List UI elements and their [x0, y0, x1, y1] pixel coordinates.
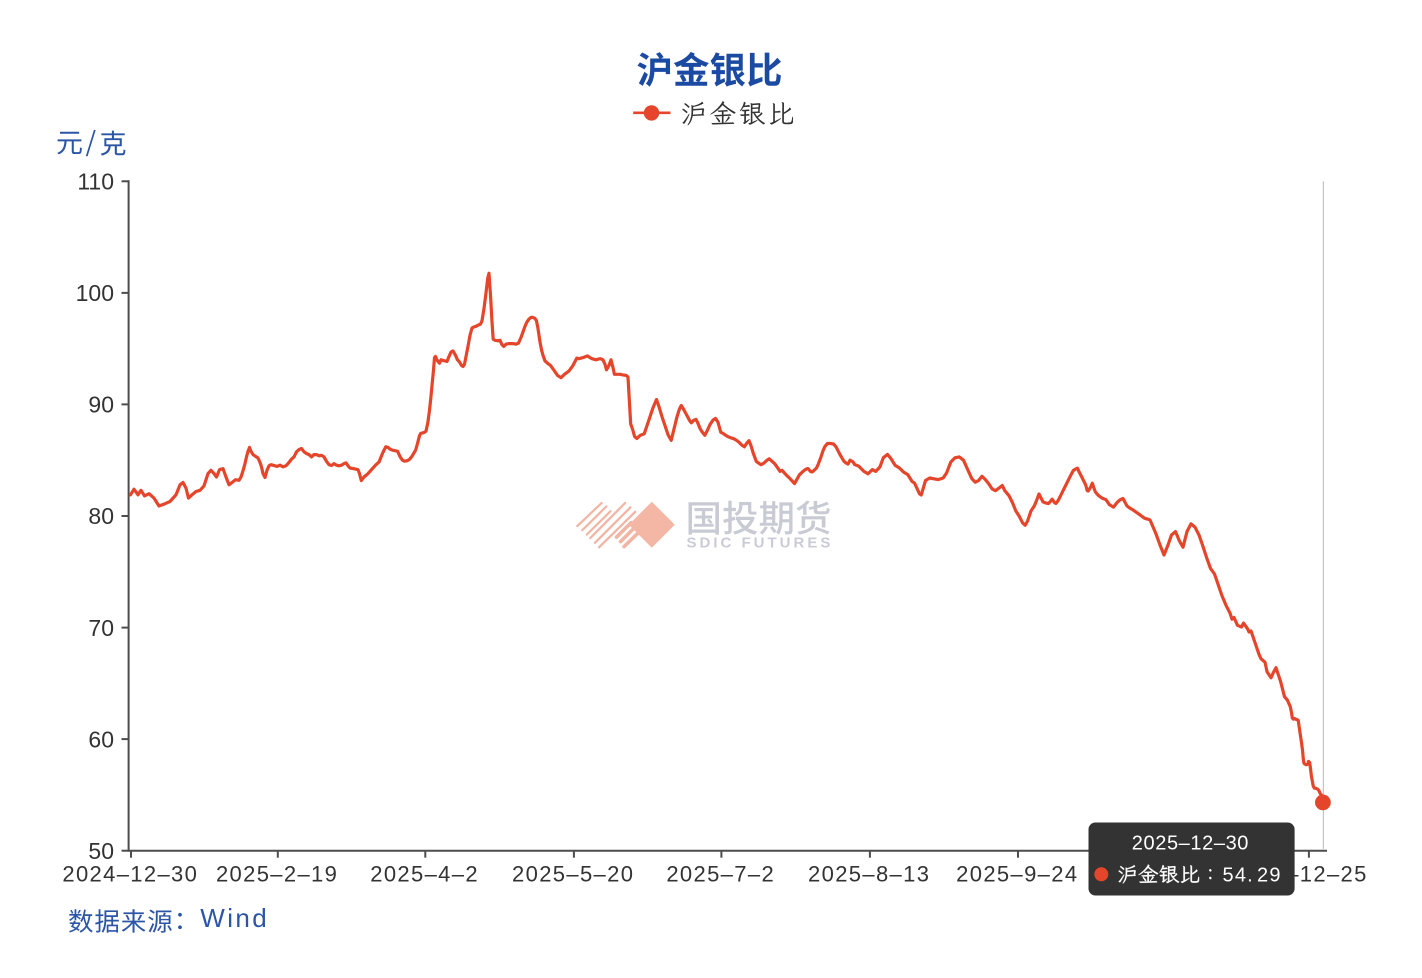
svg-text:54.: 54. [1223, 864, 1254, 886]
svg-text:2024–12–30: 2024–12–30 [62, 862, 198, 887]
svg-text:2025–2–19: 2025–2–19 [216, 862, 338, 887]
svg-text:Wind: Wind [200, 903, 269, 933]
svg-text:90: 90 [88, 392, 114, 418]
svg-text:70: 70 [88, 615, 114, 641]
svg-text:2025–8–13: 2025–8–13 [808, 862, 930, 887]
svg-text:110: 110 [77, 169, 114, 195]
svg-text:SDIC FUTURES: SDIC FUTURES [687, 535, 834, 552]
svg-text:2025–4–2: 2025–4–2 [370, 862, 479, 887]
svg-text:50: 50 [88, 838, 114, 864]
svg-text:2025–7–2: 2025–7–2 [666, 862, 775, 887]
svg-text:2025–12–30: 2025–12–30 [1132, 832, 1249, 854]
svg-text:80: 80 [88, 503, 114, 529]
svg-text:100: 100 [76, 280, 114, 306]
svg-text:2025–9–24: 2025–9–24 [956, 862, 1078, 887]
svg-text:60: 60 [88, 726, 114, 752]
svg-text:29: 29 [1257, 864, 1282, 886]
svg-text:2025–5–20: 2025–5–20 [512, 862, 634, 887]
